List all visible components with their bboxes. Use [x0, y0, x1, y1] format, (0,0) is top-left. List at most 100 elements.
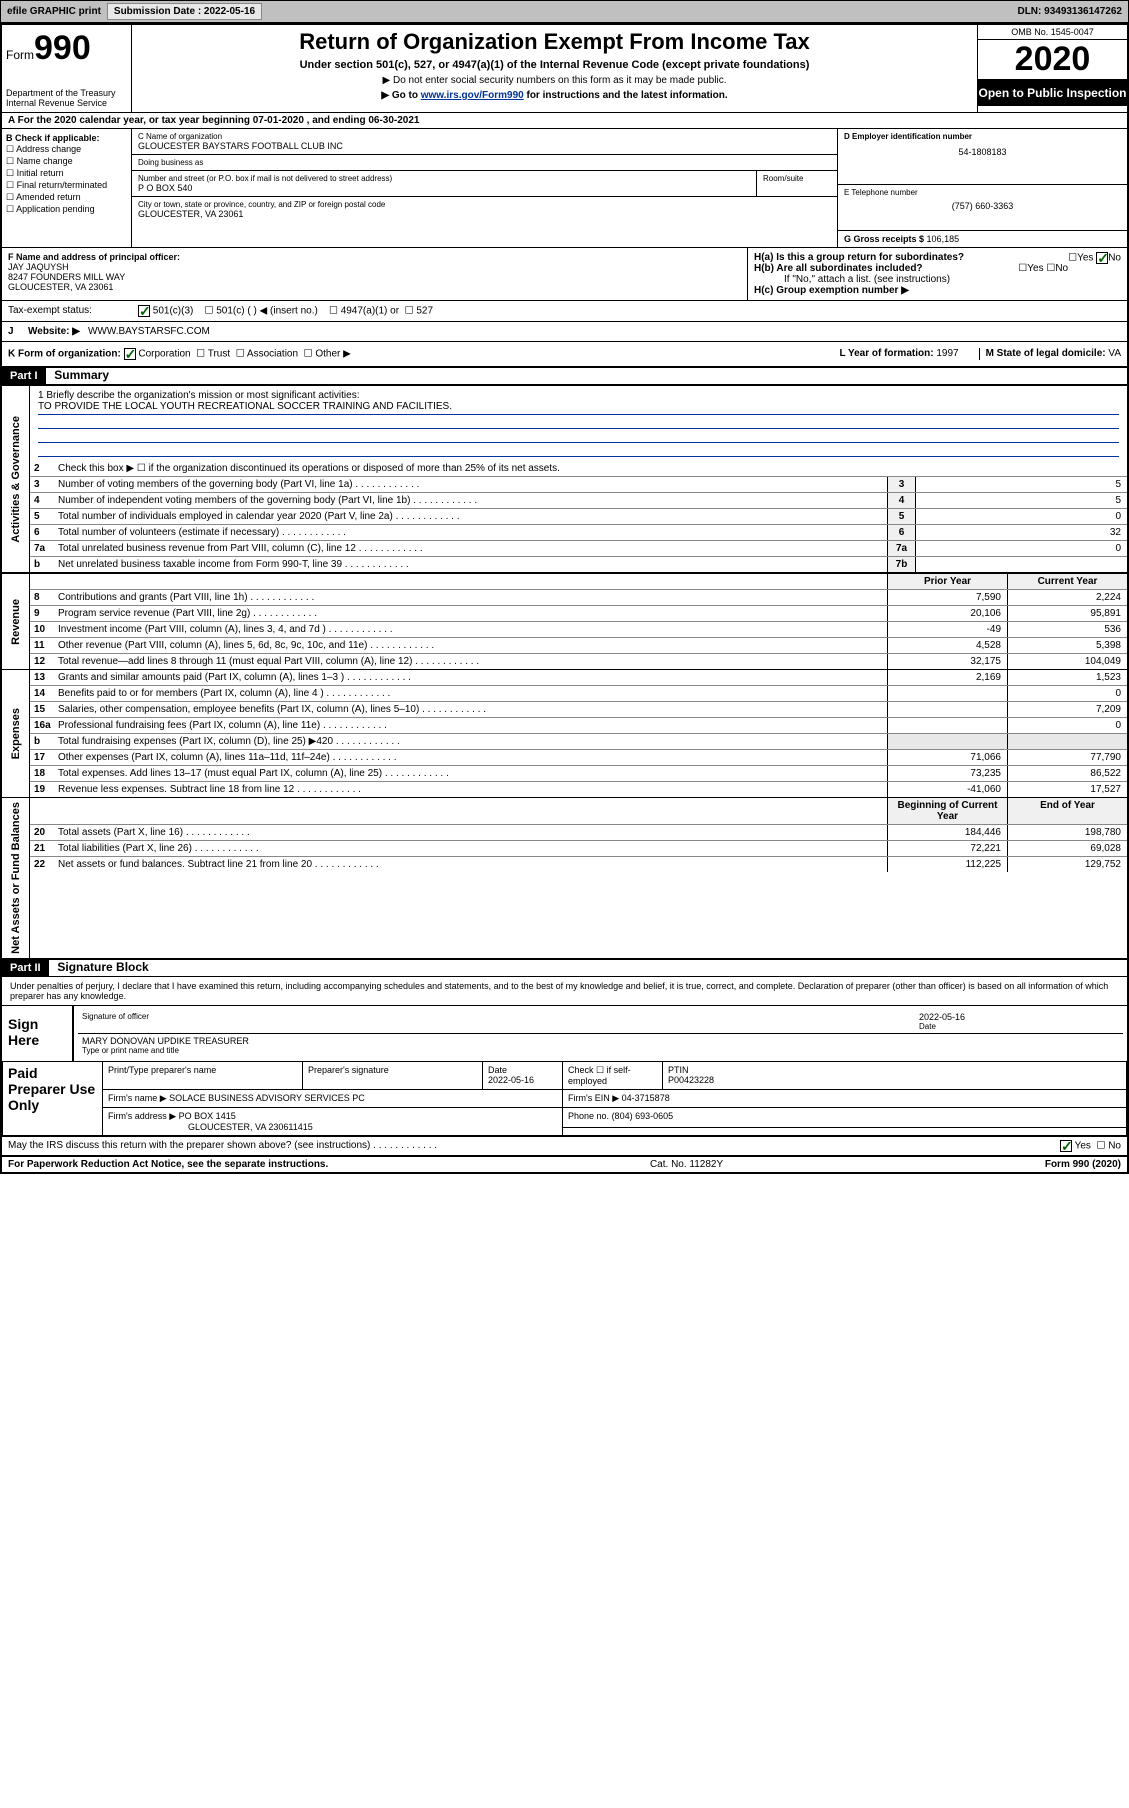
- l-lbl: L Year of formation:: [839, 348, 936, 359]
- line-t: Revenue less expenses. Subtract line 18 …: [54, 782, 887, 797]
- line-n: 8: [30, 590, 54, 605]
- website-label: Website: ▶: [28, 326, 80, 337]
- chk-amended-return[interactable]: ☐ Amended return: [6, 192, 127, 203]
- efile-label: efile GRAPHIC print: [3, 6, 105, 17]
- officer-addr2: GLOUCESTER, VA 23061: [8, 282, 741, 292]
- line-current: 77,790: [1007, 750, 1127, 765]
- prep-date-value: 2022-05-16: [488, 1075, 557, 1085]
- line-cn: 7b: [887, 557, 915, 572]
- line-t: Grants and similar amounts paid (Part IX…: [54, 670, 887, 685]
- mission-blank-1: [38, 415, 1119, 429]
- note2-post: for instructions and the latest informat…: [524, 90, 728, 101]
- tax-year: 2020: [978, 40, 1127, 80]
- hd2-n: [30, 798, 54, 824]
- chk-corporation[interactable]: [124, 348, 136, 360]
- line-t: Total number of individuals employed in …: [54, 509, 887, 524]
- firm-name: SOLACE BUSINESS ADVISORY SERVICES PC: [169, 1093, 365, 1103]
- line-a: A For the 2020 calendar year, or tax yea…: [2, 112, 1127, 128]
- chk-address-change[interactable]: ☐ Address change: [6, 144, 127, 155]
- gross-receipts-label: G Gross receipts $: [844, 234, 927, 244]
- line-t: Total liabilities (Part X, line 26): [54, 841, 887, 856]
- side-expenses: Expenses: [8, 704, 24, 763]
- line-current: 198,780: [1007, 825, 1127, 840]
- line-current: 69,028: [1007, 841, 1127, 856]
- line-n: 13: [30, 670, 54, 685]
- line-t: Salaries, other compensation, employee b…: [54, 702, 887, 717]
- chk-name-change[interactable]: ☐ Name change: [6, 156, 127, 167]
- city-label: City or town, state or province, country…: [138, 200, 831, 209]
- room-label: Room/suite: [763, 174, 831, 183]
- line-n: 20: [30, 825, 54, 840]
- perjury-text: Under penalties of perjury, I declare th…: [2, 977, 1127, 1005]
- firm-ein-label: Firm's EIN ▶: [568, 1093, 619, 1103]
- line-cv: 5: [915, 493, 1127, 508]
- m-lbl: M State of legal domicile:: [986, 348, 1109, 359]
- o-501c3: 501(c)(3): [153, 306, 194, 317]
- sig-date-value: 2022-05-16: [919, 1012, 1119, 1022]
- omb-number: OMB No. 1545-0047: [978, 25, 1127, 40]
- officer-addr1: 8247 FOUNDERS MILL WAY: [8, 272, 741, 282]
- line-cn: 4: [887, 493, 915, 508]
- firm-addr-label: Firm's address ▶: [108, 1111, 176, 1121]
- ein-label: D Employer identification number: [844, 132, 1121, 141]
- line-cv: 5: [915, 477, 1127, 492]
- chk-final-return[interactable]: ☐ Final return/terminated: [6, 180, 127, 191]
- ein-value: 54-1808183: [844, 147, 1121, 157]
- hdr-beg: Beginning of Current Year: [887, 798, 1007, 824]
- gross-receipts-value: 106,185: [927, 234, 960, 244]
- footer-right: Form 990 (2020): [1045, 1159, 1121, 1170]
- no-2: No: [1055, 263, 1068, 274]
- firm-addr2: GLOUCESTER, VA 230611415: [188, 1122, 313, 1132]
- opt-4: Amended return: [16, 192, 81, 202]
- line-n: 18: [30, 766, 54, 781]
- opt-3: Final return/terminated: [17, 180, 108, 190]
- line-prior: 20,106: [887, 606, 1007, 621]
- line-t: Net assets or fund balances. Subtract li…: [54, 857, 887, 872]
- line-prior: 73,235: [887, 766, 1007, 781]
- footer-cat: Cat. No. 11282Y: [650, 1159, 723, 1170]
- line-cv: [915, 557, 1127, 572]
- chk-application-pending[interactable]: ☐ Application pending: [6, 204, 127, 215]
- form-subtitle: Under section 501(c), 527, or 4947(a)(1)…: [136, 59, 973, 71]
- line-n: 22: [30, 857, 54, 872]
- note2-pre: ▶ Go to: [381, 90, 420, 101]
- irs-discuss-answer: Yes ☐ No: [1060, 1140, 1121, 1152]
- footer-left: For Paperwork Reduction Act Notice, see …: [8, 1159, 328, 1170]
- form-word: Form: [6, 48, 34, 62]
- hb-line: H(b) Are all subordinates included? ☐Yes…: [754, 263, 1121, 274]
- hb-note: If "No," attach a list. (see instruction…: [754, 274, 1121, 285]
- addr-label: Number and street (or P.O. box if mail i…: [138, 174, 750, 183]
- line-prior: 2,169: [887, 670, 1007, 685]
- chk-initial-return[interactable]: ☐ Initial return: [6, 168, 127, 179]
- line-prior: [887, 686, 1007, 701]
- line-prior: [887, 718, 1007, 733]
- line-n: 11: [30, 638, 54, 653]
- officer-name: JAY JAQUYSH: [8, 262, 741, 272]
- line-prior: [887, 702, 1007, 717]
- chk-discuss-yes[interactable]: [1060, 1140, 1072, 1152]
- line-n: 7a: [30, 541, 54, 556]
- line-current: 5,398: [1007, 638, 1127, 653]
- line-n: 17: [30, 750, 54, 765]
- line-current: [1007, 734, 1127, 749]
- chk-501c3[interactable]: [138, 305, 150, 317]
- form-label: Form990: [6, 29, 127, 68]
- line-a-text: For the 2020 calendar year, or tax year …: [18, 115, 420, 126]
- submission-date-button[interactable]: Submission Date : 2022-05-16: [107, 3, 262, 20]
- line-prior: [887, 734, 1007, 749]
- line-prior: 7,590: [887, 590, 1007, 605]
- irs-link[interactable]: www.irs.gov/Form990: [421, 90, 524, 101]
- k-corp: Corporation: [138, 349, 190, 360]
- n-2: 2: [30, 461, 54, 476]
- k-trust: Trust: [208, 349, 230, 360]
- line-current: 0: [1007, 718, 1127, 733]
- line-prior: -49: [887, 622, 1007, 637]
- line-t: Net unrelated business taxable income fr…: [54, 557, 887, 572]
- prep-sig-label: Preparer's signature: [308, 1065, 477, 1075]
- ha-no-checkbox[interactable]: [1096, 252, 1108, 264]
- line-1-label: 1 Briefly describe the organization's mi…: [38, 390, 1119, 401]
- irs-discuss-q: May the IRS discuss this return with the…: [8, 1140, 370, 1151]
- line-t: Total number of volunteers (estimate if …: [54, 525, 887, 540]
- side-activities: Activities & Governance: [8, 412, 24, 547]
- line-n: 12: [30, 654, 54, 669]
